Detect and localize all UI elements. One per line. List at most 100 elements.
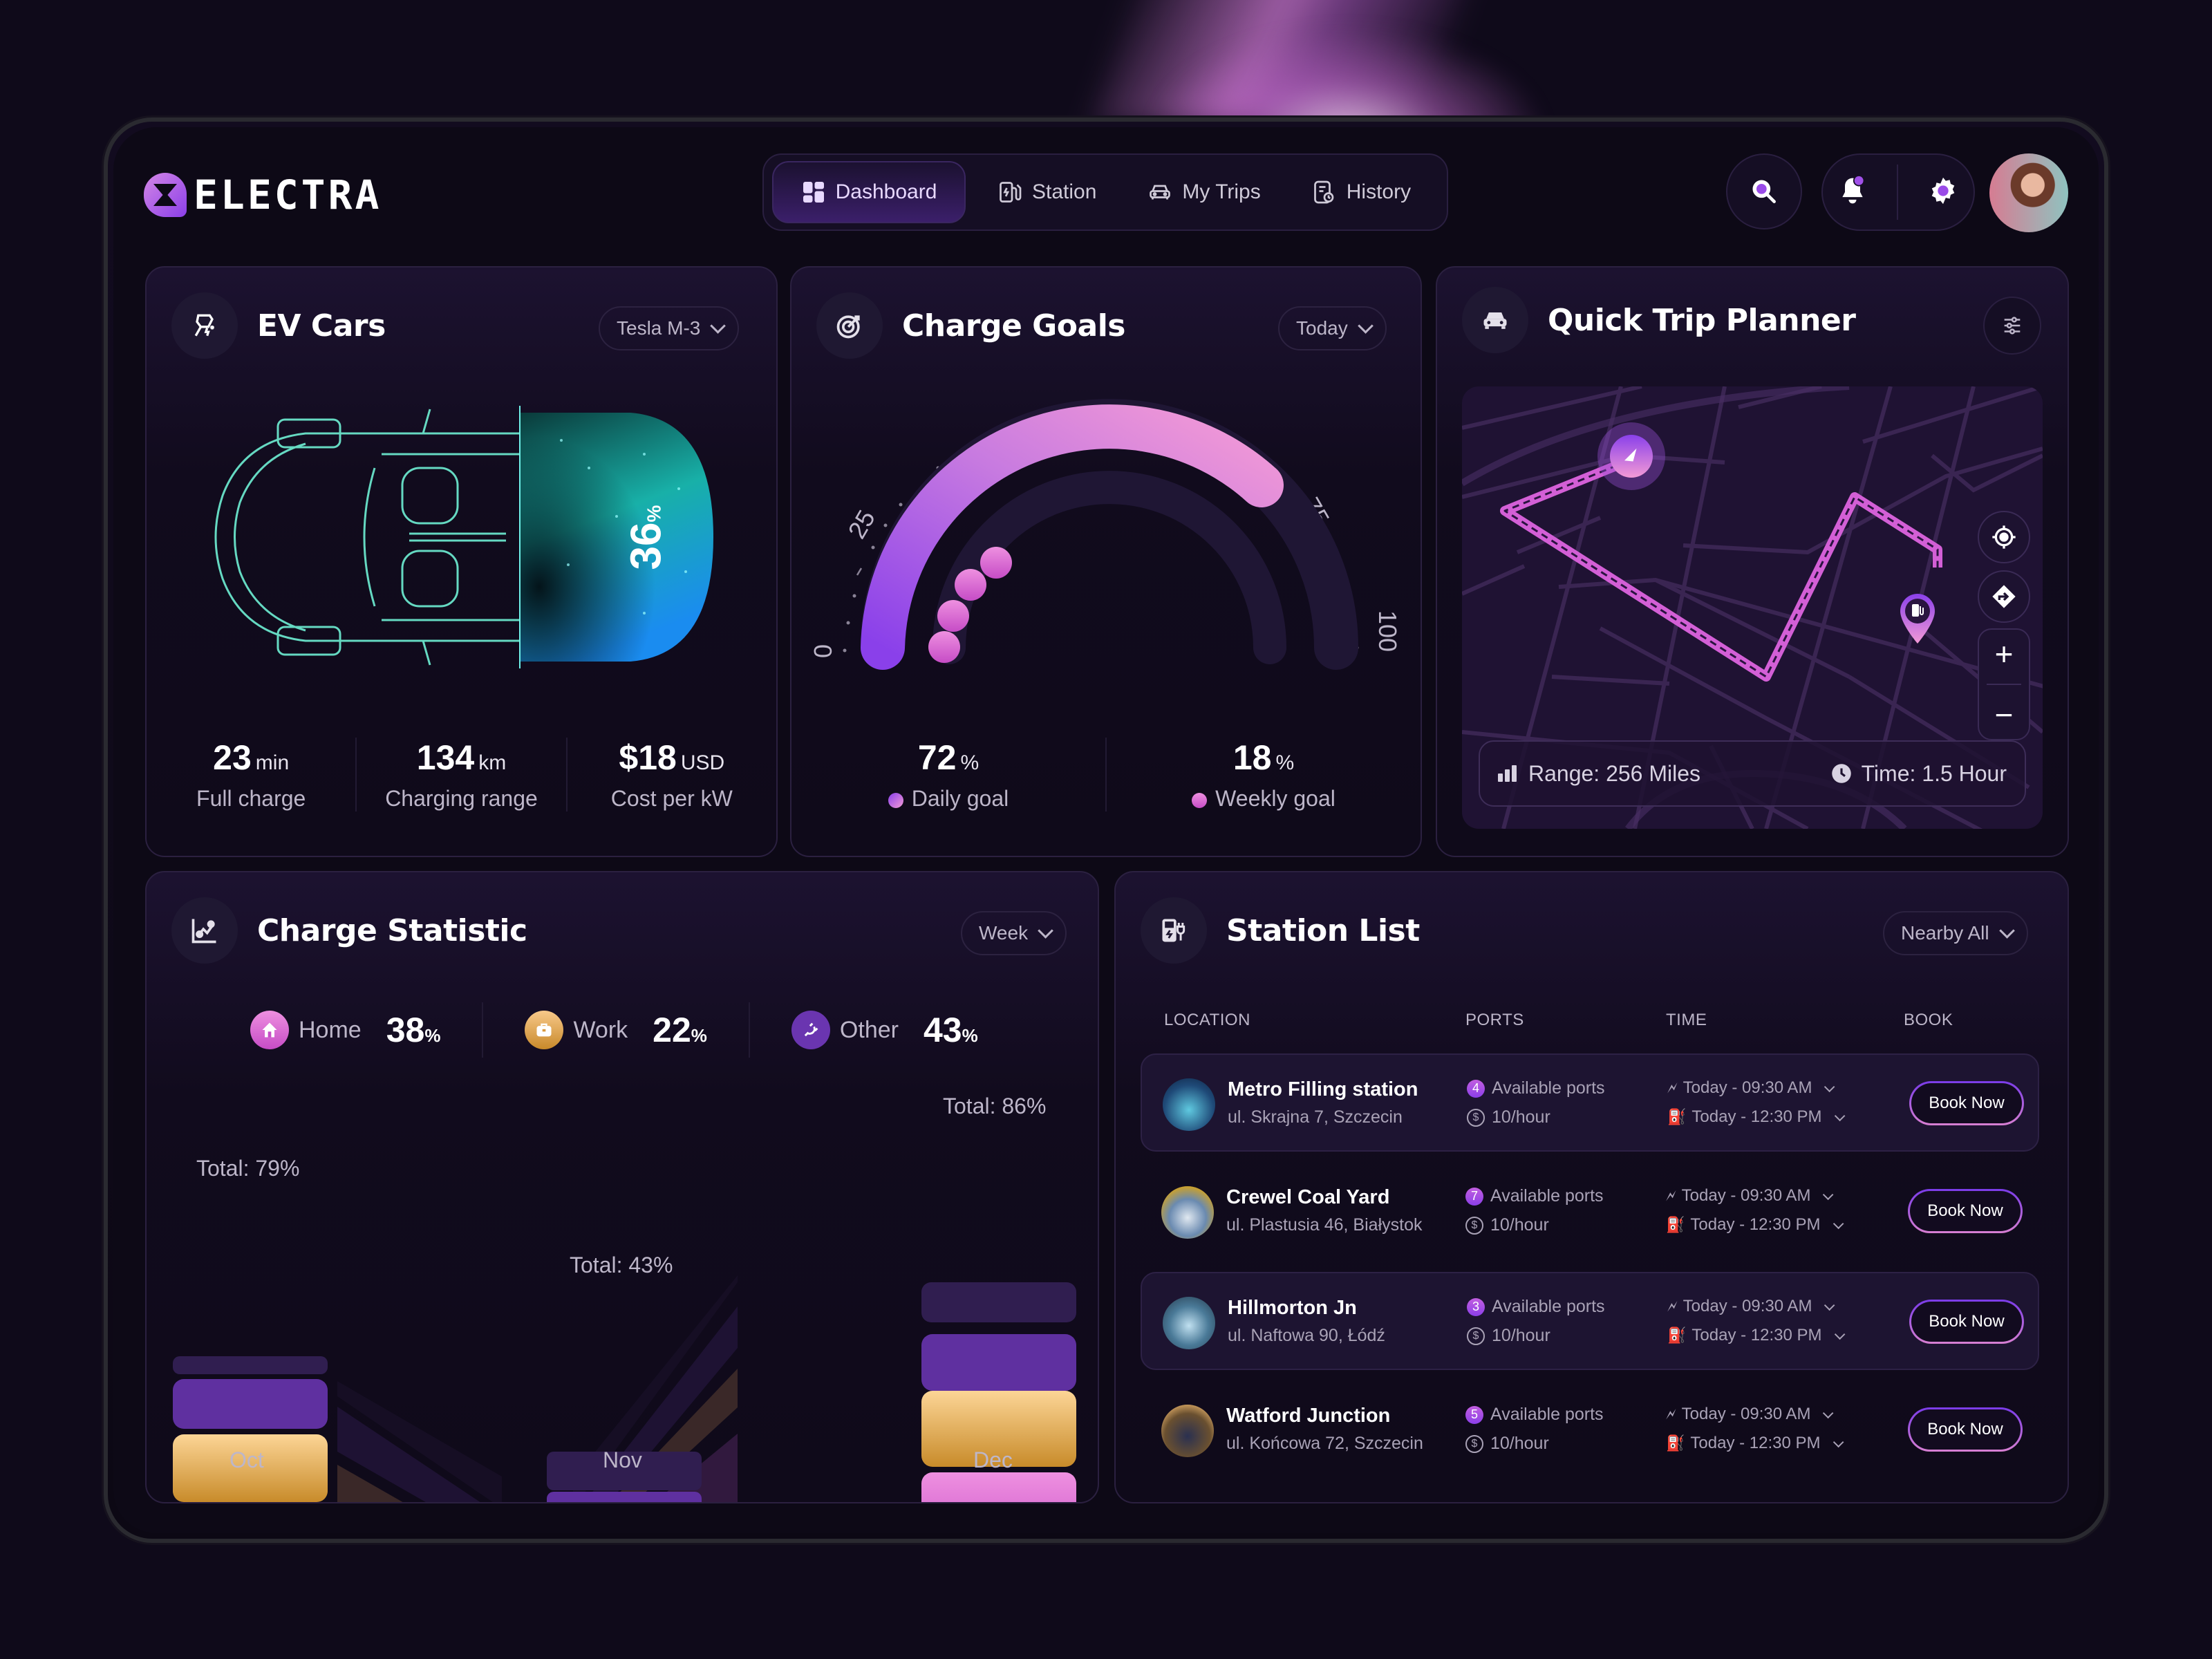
leaf-plug-icon: 🗲 xyxy=(1667,1297,1678,1315)
time-start-select[interactable]: 🗲 Today - 09:30 AM xyxy=(1666,1405,1834,1424)
locate-me-button[interactable] xyxy=(1978,511,2030,563)
chevron-down-icon xyxy=(1823,1407,1834,1418)
zoom-in-button[interactable]: + xyxy=(1994,636,2014,672)
period-dropdown[interactable]: Today xyxy=(1278,306,1387,350)
filter-button[interactable] xyxy=(1983,297,2041,355)
chevron-down-icon xyxy=(710,318,727,334)
nav-station[interactable]: Station xyxy=(978,161,1116,223)
nav-history[interactable]: History xyxy=(1293,161,1430,223)
column-header-time: TIME xyxy=(1666,1011,1707,1029)
station-row[interactable]: Crewel Coal Yard ul. Plastusia 46, Biały… xyxy=(1141,1163,2039,1261)
book-now-button[interactable]: Book Now xyxy=(1909,1081,2024,1125)
bell-icon xyxy=(1842,174,1865,203)
user-avatar[interactable] xyxy=(1989,153,2068,232)
legend-home: Home 38% xyxy=(250,1002,484,1058)
zoom-out-button[interactable]: − xyxy=(1994,697,2014,733)
car-icon xyxy=(1462,287,1528,353)
time-end-select[interactable]: ⛽ Today - 12:30 PM xyxy=(1666,1434,1844,1453)
dropdown-value: Nearby All xyxy=(1901,922,1989,944)
card-title: Charge Statistic xyxy=(257,912,527,948)
charger-icon: ⛽ xyxy=(1666,1216,1685,1233)
station-thumbnail xyxy=(1161,1186,1214,1239)
period-dropdown[interactable]: Week xyxy=(961,911,1067,955)
time-end-select[interactable]: ⛽ Today - 12:30 PM xyxy=(1667,1107,1845,1127)
chevron-down-icon xyxy=(1824,1300,1835,1311)
time-start-select[interactable]: 🗲 Today - 09:30 AM xyxy=(1667,1297,1835,1316)
notifications-button[interactable] xyxy=(1837,174,1868,211)
chevron-down-icon xyxy=(1824,1081,1835,1092)
station-price: $10/hour xyxy=(1465,1434,1549,1454)
nav-label: Dashboard xyxy=(835,180,937,203)
current-location-marker[interactable] xyxy=(1597,422,1665,490)
daily-goal-legend-dot xyxy=(888,792,903,808)
navigation-arrow-icon xyxy=(1624,448,1637,462)
chevron-down-icon xyxy=(1357,318,1374,334)
card-title: EV Cars xyxy=(257,308,386,344)
book-now-button[interactable]: Book Now xyxy=(1908,1407,2023,1452)
station-name: Hillmorton Jn xyxy=(1228,1297,1357,1319)
dollar-icon: $ xyxy=(1465,1216,1483,1235)
trip-map[interactable]: + − Range: 256 Miles Time: 1.5 Hour xyxy=(1462,386,2043,829)
dashboard-grid-icon xyxy=(803,182,824,203)
background-glow xyxy=(899,0,1797,138)
car-model-dropdown[interactable]: Tesla M-3 xyxy=(599,306,740,350)
nav-dashboard[interactable]: Dashboard xyxy=(772,161,966,223)
book-now-button[interactable]: Book Now xyxy=(1909,1300,2024,1344)
chevron-down-icon xyxy=(1834,1329,1845,1340)
dollar-icon: $ xyxy=(1467,1327,1485,1345)
nav-my-trips[interactable]: My Trips xyxy=(1128,161,1280,223)
directions-icon xyxy=(1992,585,2016,608)
station-row[interactable]: Metro Filling station ul. Skrajna 7, Szc… xyxy=(1141,1053,2039,1152)
time-end-select[interactable]: ⛽ Today - 12:30 PM xyxy=(1666,1215,1844,1235)
app-logo[interactable]: ELECTRA xyxy=(144,171,382,218)
time-start-select[interactable]: 🗲 Today - 09:30 AM xyxy=(1666,1186,1834,1206)
legend-work: Work 22% xyxy=(483,1002,750,1058)
charge-goals-card: Charge Goals Today 50 25 75 0 100 72% Da… xyxy=(790,266,1422,857)
chevron-down-icon xyxy=(1823,1189,1834,1200)
station-list-scrollbar[interactable] xyxy=(2068,1055,2069,1159)
available-ports: 4 Available ports xyxy=(1467,1078,1605,1098)
dropdown-value: Tesla M-3 xyxy=(617,317,701,339)
weekly-goal-legend-dot xyxy=(1192,792,1208,808)
time-start-select[interactable]: 🗲 Today - 09:30 AM xyxy=(1667,1078,1835,1098)
chevron-down-icon xyxy=(1998,923,2015,939)
station-price: $10/hour xyxy=(1467,1326,1550,1346)
card-title: Quick Trip Planner xyxy=(1548,302,1856,338)
history-clock-icon xyxy=(1313,180,1334,204)
available-ports: 3 Available ports xyxy=(1467,1297,1605,1317)
svg-text:25: 25 xyxy=(842,505,881,543)
directions-button[interactable] xyxy=(1978,570,2030,623)
charge-legend: Home 38% Work 22% Other 43% xyxy=(250,1002,1020,1058)
signal-bars-icon xyxy=(1498,765,1517,782)
time-end-select[interactable]: ⛽ Today - 12:30 PM xyxy=(1667,1326,1845,1345)
settings-button[interactable] xyxy=(1927,175,1959,210)
month-label: Nov xyxy=(603,1447,642,1472)
car-battery-visual: 36% xyxy=(202,392,727,682)
station-price: $10/hour xyxy=(1467,1107,1550,1127)
search-icon xyxy=(1752,180,1776,203)
search-button[interactable] xyxy=(1726,153,1802,229)
station-name: Watford Junction xyxy=(1226,1405,1391,1427)
dropdown-value: Week xyxy=(979,922,1029,944)
charge-stacked-chart xyxy=(173,1275,1076,1502)
chevron-down-icon xyxy=(1834,1110,1845,1121)
trip-range: Range: 256 Miles xyxy=(1528,760,1701,786)
nearby-dropdown[interactable]: Nearby All xyxy=(1883,911,2028,955)
legend-other: Other 43% xyxy=(750,1002,1020,1058)
leaf-plug-icon: 🗲 xyxy=(1666,1405,1676,1423)
briefcase-icon xyxy=(525,1011,564,1049)
car-icon xyxy=(1150,185,1171,200)
home-icon xyxy=(250,1011,289,1049)
station-row[interactable]: Watford Junction ul. Końcowa 72, Szczeci… xyxy=(1141,1381,2039,1479)
station-row[interactable]: Hillmorton Jn ul. Naftowa 90, Łódź 3 Avai… xyxy=(1141,1272,2039,1370)
dropdown-value: Today xyxy=(1296,317,1348,339)
plug-icon xyxy=(791,1011,830,1049)
destination-station-pin[interactable] xyxy=(1899,592,1936,645)
available-ports: 7 Available ports xyxy=(1465,1186,1604,1206)
charging-station-icon xyxy=(1141,897,1207,964)
dollar-icon: $ xyxy=(1467,1108,1485,1127)
chart-line-icon xyxy=(171,897,238,964)
notification-settings-group xyxy=(1821,153,1975,231)
divider xyxy=(1987,684,2021,685)
book-now-button[interactable]: Book Now xyxy=(1908,1189,2023,1233)
